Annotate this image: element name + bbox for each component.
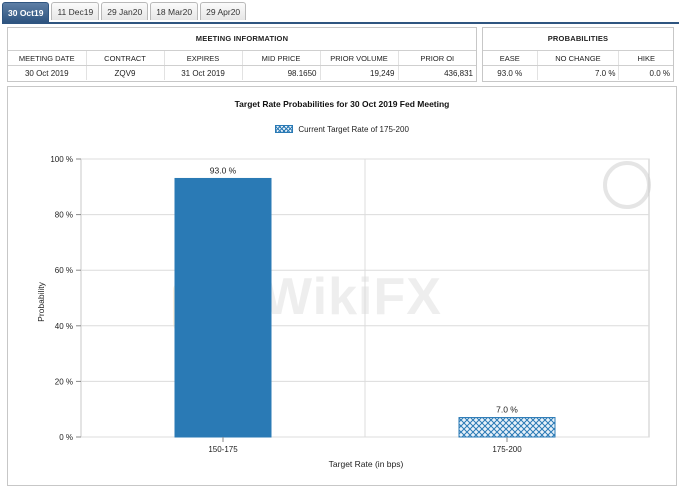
y-tick-label: 100 %: [50, 155, 73, 164]
col-ease: EASE: [483, 50, 537, 66]
probabilities-table: EASE NO CHANGE HIKE 93.0 % 7.0 % 0.0 %: [483, 50, 673, 80]
meeting-information-panel: MEETING INFORMATION MEETING DATE CONTRAC…: [7, 27, 477, 82]
col-expires: EXPIRES: [163, 50, 242, 66]
data-label: 93.0 %: [210, 165, 237, 175]
meeting-information-heading: MEETING INFORMATION: [195, 34, 289, 43]
col-prior-oi: PRIOR OI: [397, 50, 476, 66]
col-prior-volume: PRIOR VOLUME: [319, 50, 398, 66]
watermark-text: WikiFX: [263, 268, 442, 326]
tab-11-dec19[interactable]: 11 Dec19: [51, 2, 100, 20]
col-mid-price: MID PRICE: [241, 50, 320, 66]
contract-value: ZQV9: [85, 65, 164, 80]
legend-swatch-icon: [275, 125, 294, 133]
expires-value: 31 Oct 2019: [163, 65, 242, 80]
tab-29-jan20[interactable]: 29 Jan20: [101, 2, 149, 20]
col-meeting-date: MEETING DATE: [8, 50, 86, 66]
hike-value: 0.0 %: [618, 65, 673, 80]
col-hike: HIKE: [618, 50, 673, 66]
y-axis-label: Probability: [36, 281, 46, 321]
prior-oi-value: 436,831: [397, 65, 476, 80]
legend-label: Current Target Rate of 175-200: [298, 125, 409, 134]
tab-30-oct19[interactable]: 30 Oct19: [2, 2, 50, 22]
tab-bar-divider: [2, 22, 679, 24]
probabilities-heading: PROBABILITIES: [547, 34, 609, 43]
bar-chart: 0 % 20 % 40 % 60 % 80 % 100 % 93.0 % 7.0 % 150…: [36, 155, 650, 469]
y-tick-label: 60 %: [55, 266, 73, 275]
prior-volume-value: 19,249: [319, 65, 398, 80]
data-label: 7.0 %: [496, 405, 518, 415]
col-no-change: NO CHANGE: [536, 50, 619, 66]
y-tick-label: 20 %: [55, 377, 73, 386]
table-row: 93.0 % 7.0 % 0.0 %: [483, 65, 673, 80]
tab-29-apr20[interactable]: 29 Apr20: [200, 2, 247, 20]
no-change-value: 7.0 %: [536, 65, 619, 80]
probabilities-panel: PROBABILITIES EASE NO CHANGE HIKE 93.0 %…: [482, 27, 674, 82]
y-tick-label: 80 %: [55, 211, 73, 220]
mid-price-value: 98.1650: [241, 65, 320, 80]
meeting-date-value: 30 Oct 2019: [24, 68, 69, 78]
bar-175-200[interactable]: [458, 417, 556, 438]
table-row: 30 Oct 2019 ZQV9 31 Oct 2019 98.1650 19,…: [8, 65, 476, 80]
y-tick-label: 40 %: [55, 322, 73, 331]
chart-legend[interactable]: Current Target Rate of 175-200: [8, 125, 676, 134]
x-tick-label: 150-175: [208, 445, 238, 454]
y-tick-label: 0 %: [59, 433, 73, 442]
meeting-tabs: 30 Oct19 11 Dec19 29 Jan20 18 Mar20 29 A…: [2, 2, 247, 22]
meeting-information-table: MEETING DATE CONTRACT EXPIRES MID PRICE …: [8, 50, 476, 80]
ease-value: 93.0 %: [497, 68, 523, 78]
col-contract: CONTRACT: [85, 50, 164, 66]
x-tick-label: 175-200: [492, 445, 522, 454]
bar-150-175[interactable]: [174, 177, 272, 438]
tab-18-mar20[interactable]: 18 Mar20: [150, 2, 199, 20]
x-axis-label: Target Rate (in bps): [329, 459, 404, 469]
chart-panel: Target Rate Probabilities for 30 Oct 201…: [7, 86, 677, 486]
chart-title: Target Rate Probabilities for 30 Oct 201…: [234, 99, 450, 109]
